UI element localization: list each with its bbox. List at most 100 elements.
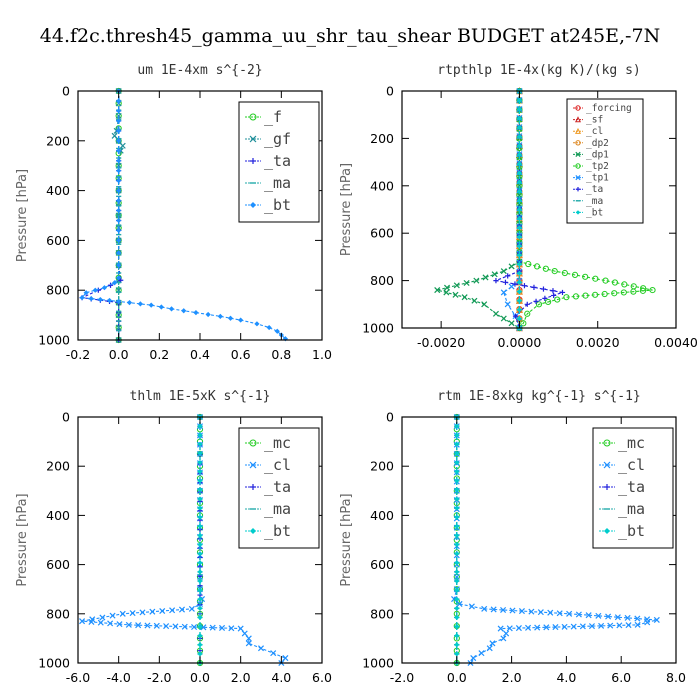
legend-label: _ta <box>264 478 291 496</box>
data-point <box>163 623 170 630</box>
data-point <box>520 320 527 327</box>
data-point <box>516 115 523 121</box>
data-point <box>92 287 98 293</box>
data-point <box>197 478 203 484</box>
data-point <box>116 227 122 234</box>
data-point <box>516 307 523 313</box>
data-point <box>181 623 188 630</box>
y-tick-label: 800 <box>46 606 70 621</box>
panel-3: thlm 1E-5xK s^{-1} Pressure [hPa] -6.0 -4.0… <box>15 389 332 685</box>
data-point <box>542 295 548 301</box>
data-point <box>516 261 523 267</box>
data-point <box>516 279 523 286</box>
data-point <box>601 290 608 298</box>
data-point <box>620 289 627 296</box>
data-point <box>116 197 122 204</box>
x-tick-label: 2.0 <box>502 670 522 685</box>
data-point <box>621 281 628 288</box>
x-tick-label: 0.0020 <box>576 335 620 350</box>
data-point <box>518 608 525 615</box>
data-point <box>454 450 460 457</box>
data-point <box>521 283 528 289</box>
data-point <box>533 298 539 304</box>
y-tick-label: 800 <box>46 283 70 298</box>
data-point <box>158 304 164 310</box>
data-point <box>611 290 618 297</box>
data-point <box>500 315 507 322</box>
legend-label: _mc <box>264 434 291 452</box>
data-point <box>197 569 203 575</box>
data-point <box>516 106 523 112</box>
data-point <box>454 432 460 438</box>
data-point <box>172 623 179 630</box>
data-point <box>197 623 203 630</box>
data-point <box>116 250 122 256</box>
data-point <box>116 108 122 114</box>
legend-entry: _tp1 <box>573 173 609 184</box>
legend-label: _cl <box>264 456 291 474</box>
legend-entry: _ma <box>245 174 291 192</box>
data-point <box>197 523 203 529</box>
data-point <box>516 133 523 140</box>
legend-entry: _gf <box>245 130 291 148</box>
data-point <box>116 275 122 281</box>
data-point <box>129 610 136 617</box>
data-point <box>516 197 523 203</box>
data-point <box>116 207 122 214</box>
data-point <box>516 179 523 185</box>
y-tick-label: 1000 <box>38 656 70 671</box>
data-point <box>579 623 586 630</box>
data-point <box>217 313 223 319</box>
panel-title: rtpthlp 1E-4x(kg K)/(kg s) <box>437 63 641 78</box>
data-point <box>500 606 507 613</box>
data-point <box>602 277 609 284</box>
legend-entry: _ta <box>573 184 603 195</box>
y-tick-label: 1000 <box>362 321 394 336</box>
data-point <box>116 217 122 224</box>
data-point <box>454 532 460 539</box>
data-point <box>547 609 554 616</box>
data-point <box>545 298 552 306</box>
x-tick-label: 8.0 <box>666 670 686 685</box>
data-point <box>563 294 570 301</box>
data-point <box>99 614 106 621</box>
legend-entry: _cl <box>573 126 603 137</box>
data-point <box>592 275 599 282</box>
data-point <box>516 225 523 231</box>
data-point <box>482 274 489 281</box>
data-point <box>197 496 203 502</box>
data-point <box>516 252 523 258</box>
data-point <box>533 263 541 270</box>
data-point <box>454 514 460 520</box>
data-point <box>197 505 203 511</box>
data-point <box>197 578 203 584</box>
data-point <box>125 621 132 628</box>
series-bt <box>197 414 203 666</box>
data-point <box>454 478 460 484</box>
data-point <box>595 612 602 619</box>
data-point <box>625 622 632 629</box>
data-point <box>516 270 523 276</box>
panel-title: rtm 1E-8xkg kg^{-1} s^{-1} <box>437 389 641 404</box>
data-point <box>188 605 195 612</box>
data-point <box>454 633 460 639</box>
legend-label: _ma <box>618 500 645 518</box>
data-point <box>551 292 557 299</box>
data-point <box>624 614 631 621</box>
legend-entry: _dp2 <box>573 138 609 149</box>
x-tick-label: -2.0 <box>390 670 414 685</box>
data-point <box>205 311 211 318</box>
data-point <box>468 603 475 610</box>
data-point <box>575 611 582 618</box>
data-point <box>119 610 126 617</box>
data-point <box>524 301 530 307</box>
y-axis-label: Pressure [hPa] <box>15 169 30 262</box>
legend-entry: _f <box>245 108 282 126</box>
data-point <box>97 296 103 303</box>
legend-box <box>238 101 320 223</box>
data-point <box>516 143 523 149</box>
legend-entry: _ta <box>245 152 291 170</box>
legend-entry: _ta <box>245 478 291 496</box>
data-point <box>605 613 612 620</box>
data-point <box>614 614 621 621</box>
